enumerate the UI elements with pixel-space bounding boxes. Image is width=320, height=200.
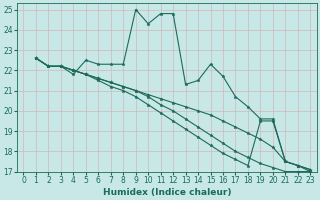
X-axis label: Humidex (Indice chaleur): Humidex (Indice chaleur) — [103, 188, 231, 197]
